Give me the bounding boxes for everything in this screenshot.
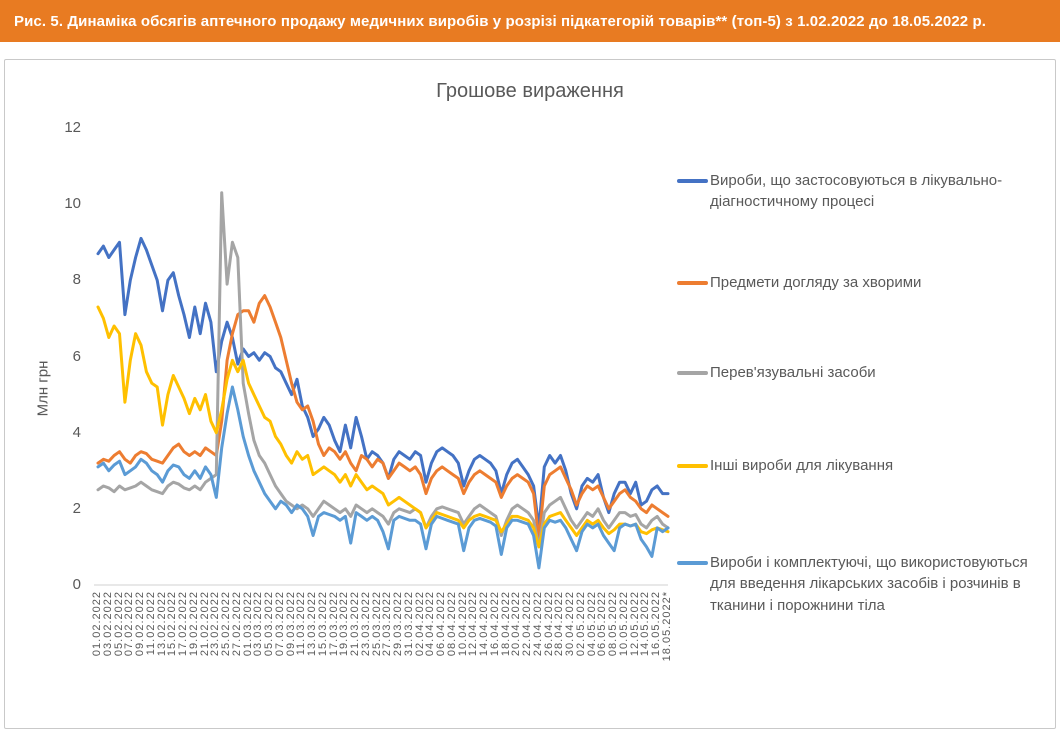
y-tick-12: 12 [64, 119, 81, 136]
legend-label: Інші вироби для лікування [710, 457, 894, 474]
legend-swatch-gray [677, 371, 708, 375]
x-tick-19.02.2022: 19.02.2022 [187, 591, 200, 657]
legend-item-other-treatment: Інші вироби для лікування [677, 455, 1052, 476]
x-tick-03.02.2022: 03.02.2022 [101, 591, 114, 657]
figure-caption: Рис. 5. Динаміка обсягів аптечного прода… [14, 12, 987, 30]
y-tick-4: 4 [72, 423, 81, 441]
legend-swatch-yellow [677, 464, 708, 468]
legend-item-treatment-diagnostic: Вироби, що застосовуються в лікувально-д… [677, 170, 1052, 213]
series-line-3 [96, 305, 670, 549]
y-tick-6: 6 [72, 347, 81, 365]
y-tick-0: 0 [72, 576, 81, 593]
legend-item-patient-care: Предмети догляду за хворими [677, 272, 1052, 293]
series-line-2 [96, 191, 670, 549]
x-tick-27.02.2022: 27.02.2022 [230, 591, 243, 657]
series-line-1 [96, 294, 670, 541]
y-tick-8: 8 [72, 271, 81, 289]
legend-label: Предмети догляду за хворими [710, 274, 922, 291]
line-chart-plot-area [94, 191, 670, 586]
y-tick-2: 2 [72, 499, 81, 517]
series-line-4 [96, 385, 670, 570]
y-tick-10: 10 [64, 195, 81, 213]
x-tick-18.05.2022*: 18.05.2022* [661, 591, 673, 662]
legend-swatch-orange [677, 281, 708, 285]
legend-label: Вироби, що застосовуються в лікувально-д… [710, 172, 1003, 211]
figure-caption-banner: Рис. 5. Динаміка обсягів аптечного прода… [0, 0, 1060, 42]
legend-label: Вироби і комплектуючі, що використовують… [710, 554, 1028, 614]
legend-swatch-lightblue [677, 561, 708, 565]
chart-legend: Вироби, що застосовуються в лікувально-д… [677, 60, 1052, 728]
chart-title: Грошове вираження [436, 80, 624, 102]
legend-label: Перев'язувальні засоби [710, 364, 876, 381]
legend-item-dressings: Перев'язувальні засоби [677, 362, 1052, 383]
legend-item-injection-components: Вироби і комплектуючі, що використовують… [677, 552, 1052, 616]
x-tick-11.02.2022: 11.02.2022 [144, 591, 157, 656]
legend-swatch-blue [677, 179, 708, 183]
series-line-0 [96, 236, 670, 530]
chart-card: Грошове вираження Млн грн 12 10 8 6 4 2 0 01.0… [4, 59, 1056, 729]
